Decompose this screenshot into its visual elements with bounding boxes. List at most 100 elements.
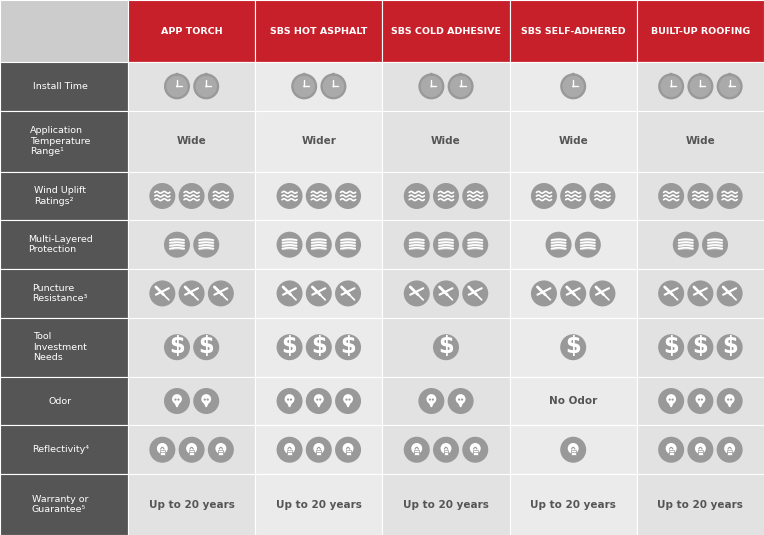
- Circle shape: [430, 85, 432, 87]
- Circle shape: [460, 85, 461, 87]
- Circle shape: [306, 388, 332, 414]
- Circle shape: [320, 73, 346, 100]
- Bar: [316, 450, 321, 453]
- Bar: [0, 269, 128, 318]
- Circle shape: [335, 232, 361, 258]
- Circle shape: [669, 73, 673, 76]
- Bar: [128, 318, 255, 377]
- Polygon shape: [697, 399, 704, 407]
- Bar: [510, 62, 637, 111]
- Bar: [255, 269, 383, 318]
- Bar: [0, 62, 128, 111]
- Circle shape: [455, 394, 465, 404]
- Bar: [637, 111, 764, 172]
- Bar: [128, 377, 255, 425]
- Circle shape: [448, 73, 474, 100]
- Circle shape: [335, 280, 361, 307]
- Text: Wider: Wider: [301, 136, 336, 146]
- Bar: [287, 453, 292, 455]
- Bar: [727, 453, 732, 455]
- Text: Warranty or
Guarantee⁵: Warranty or Guarantee⁵: [32, 495, 89, 514]
- Bar: [255, 172, 383, 220]
- Circle shape: [688, 334, 714, 360]
- Circle shape: [690, 75, 711, 97]
- Bar: [287, 450, 292, 453]
- Bar: [510, 172, 637, 220]
- Text: Up to 20 years: Up to 20 years: [530, 500, 616, 509]
- Bar: [128, 425, 255, 474]
- Circle shape: [429, 399, 431, 401]
- Text: $: $: [565, 335, 581, 358]
- Circle shape: [208, 280, 234, 307]
- Circle shape: [560, 183, 586, 209]
- Circle shape: [215, 443, 226, 454]
- Circle shape: [433, 334, 459, 360]
- Circle shape: [560, 437, 586, 463]
- Circle shape: [206, 399, 209, 401]
- Circle shape: [699, 85, 701, 87]
- Circle shape: [179, 280, 205, 307]
- Circle shape: [426, 394, 436, 404]
- Circle shape: [303, 73, 306, 76]
- Bar: [316, 453, 321, 455]
- Text: Multi-Layered
Protection: Multi-Layered Protection: [28, 235, 92, 255]
- Circle shape: [450, 75, 471, 97]
- Circle shape: [673, 232, 699, 258]
- Circle shape: [545, 232, 571, 258]
- Circle shape: [560, 334, 586, 360]
- Circle shape: [277, 437, 303, 463]
- Circle shape: [287, 399, 289, 401]
- Bar: [0, 377, 128, 425]
- Circle shape: [571, 73, 575, 76]
- Circle shape: [193, 232, 219, 258]
- Bar: [219, 450, 223, 453]
- Bar: [444, 453, 448, 455]
- Circle shape: [332, 85, 335, 87]
- Circle shape: [688, 388, 714, 414]
- Text: Wide: Wide: [685, 136, 715, 146]
- Circle shape: [285, 394, 294, 404]
- Circle shape: [164, 73, 190, 100]
- Bar: [637, 377, 764, 425]
- Circle shape: [702, 232, 728, 258]
- Circle shape: [306, 232, 332, 258]
- Circle shape: [306, 437, 332, 463]
- Text: Wind Uplift
Ratings²: Wind Uplift Ratings²: [34, 186, 86, 205]
- Circle shape: [403, 183, 429, 209]
- Text: Up to 20 years: Up to 20 years: [403, 500, 489, 509]
- Bar: [637, 269, 764, 318]
- Circle shape: [433, 183, 459, 209]
- Circle shape: [665, 443, 677, 454]
- Circle shape: [658, 183, 684, 209]
- Circle shape: [342, 443, 354, 454]
- Text: Tool
Investment
Needs: Tool Investment Needs: [33, 332, 87, 362]
- Text: $: $: [693, 335, 708, 358]
- Circle shape: [441, 443, 452, 454]
- Circle shape: [717, 280, 743, 307]
- Circle shape: [316, 399, 319, 401]
- Circle shape: [348, 399, 351, 401]
- Bar: [255, 318, 383, 377]
- Circle shape: [575, 232, 601, 258]
- Bar: [637, 220, 764, 269]
- Circle shape: [531, 280, 557, 307]
- Bar: [128, 62, 255, 111]
- Polygon shape: [727, 399, 733, 407]
- Bar: [0, 474, 128, 535]
- Circle shape: [560, 280, 586, 307]
- Bar: [255, 474, 383, 535]
- Circle shape: [717, 334, 743, 360]
- Circle shape: [727, 399, 730, 401]
- Text: $: $: [663, 335, 679, 358]
- Circle shape: [461, 399, 463, 401]
- Bar: [255, 62, 383, 111]
- Bar: [383, 172, 510, 220]
- Circle shape: [175, 73, 179, 76]
- Text: $: $: [282, 335, 297, 358]
- Text: Up to 20 years: Up to 20 years: [658, 500, 743, 509]
- Bar: [0, 220, 128, 269]
- Circle shape: [149, 183, 176, 209]
- Circle shape: [179, 437, 205, 463]
- Text: Wide: Wide: [431, 136, 461, 146]
- Circle shape: [176, 85, 178, 87]
